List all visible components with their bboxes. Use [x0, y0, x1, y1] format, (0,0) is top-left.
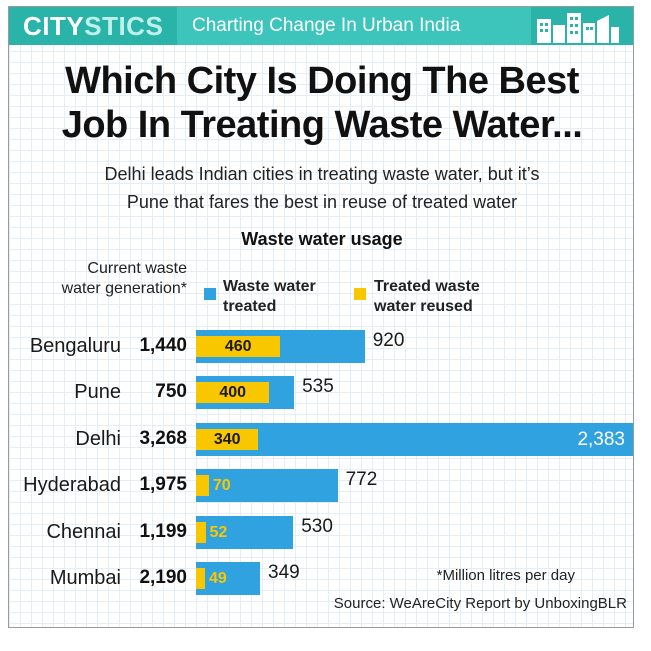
tagline: Charting Change In Urban India [192, 15, 461, 36]
generation-value-mumbai: 2,190 [139, 567, 187, 588]
generation-header-line1: Current waste [87, 260, 187, 277]
reused-label-pune: 400 [219, 384, 247, 402]
city-label-hyderabad: Hyderabad [23, 474, 121, 497]
brand-part2: STICS [84, 11, 164, 41]
chart-title: Waste water usage [241, 229, 403, 249]
brand-logo: CITYSTICS [23, 11, 163, 42]
infographic-frame: CITYSTICS Charting Change In Urban India [8, 6, 634, 628]
legend-swatch-treated [204, 288, 216, 300]
unit-note: *Million litres per day [436, 567, 575, 584]
treated-bar-chennai [196, 515, 294, 549]
legend-reused-line1: Treated waste [374, 278, 480, 295]
treated-bar-hyderabad [196, 469, 338, 503]
subtitle-line2: Pune that fares the best in reuse of tre… [126, 192, 518, 212]
reused-bar-chennai [196, 521, 206, 543]
legend-treated-line1: Waste water [223, 278, 316, 295]
treated-label-chennai: 530 [301, 515, 333, 537]
legend-reused-line2: water reused [374, 298, 473, 315]
generation-value-bengaluru: 1,440 [139, 335, 187, 356]
city-skyline-icon [537, 13, 619, 43]
reused-bar-pune [196, 382, 270, 404]
reused-label-bengaluru: 460 [224, 338, 252, 355]
page-title-line1: Which City Is Doing The Best [65, 60, 579, 102]
reused-bar-mumbai [196, 568, 205, 589]
brand-part1: CITY [23, 11, 85, 41]
legend-swatch-reused [354, 288, 366, 300]
city-label-delhi: Delhi [75, 427, 121, 450]
top-banner: CITYSTICS Charting Change In Urban India [9, 7, 633, 45]
treated-label-hyderabad: 772 [345, 469, 378, 491]
source-note: Source: WeAreCity Report by UnboxingBLR [333, 595, 627, 612]
reused-label-mumbai: 49 [208, 570, 227, 587]
city-label-chennai: Chennai [46, 520, 121, 543]
legend-reused: Treated waste water reused [374, 277, 480, 317]
subtitle-line1: Delhi leads Indian cities in treating wa… [104, 164, 540, 184]
city-label-bengaluru: Bengaluru [29, 335, 121, 357]
treated-bar-mumbai [196, 562, 260, 595]
reused-label-delhi: 340 [213, 430, 241, 448]
reused-label-chennai: 52 [209, 523, 228, 541]
treated-label-bengaluru: 920 [372, 330, 405, 351]
tagline-box [177, 7, 531, 45]
generation-header-line2: water generation* [61, 280, 187, 297]
generation-value-hyderabad: 1,975 [139, 474, 187, 496]
generation-value-chennai: 1,199 [139, 520, 187, 542]
reused-bar-delhi [196, 428, 259, 450]
page-title-line2: Job In Treating Waste Water... [61, 104, 583, 146]
reused-label-hyderabad: 70 [212, 477, 231, 495]
city-label-pune: Pune [74, 381, 121, 404]
reused-bar-hyderabad [196, 475, 209, 497]
legend-treated-line2: treated [223, 298, 277, 315]
city-label-mumbai: Mumbai [49, 567, 121, 589]
generation-value-pune: 750 [155, 381, 187, 403]
generation-header: Current waste water generation* [62, 259, 187, 299]
legend-treated: Waste water treated [223, 277, 316, 317]
reused-bar-bengaluru [196, 336, 281, 357]
treated-label-delhi: 2,383 [577, 428, 625, 450]
generation-value-delhi: 3,268 [139, 427, 187, 449]
treated-bar-delhi [196, 422, 633, 456]
treated-label-mumbai: 349 [268, 562, 300, 583]
treated-label-pune: 535 [302, 376, 334, 398]
